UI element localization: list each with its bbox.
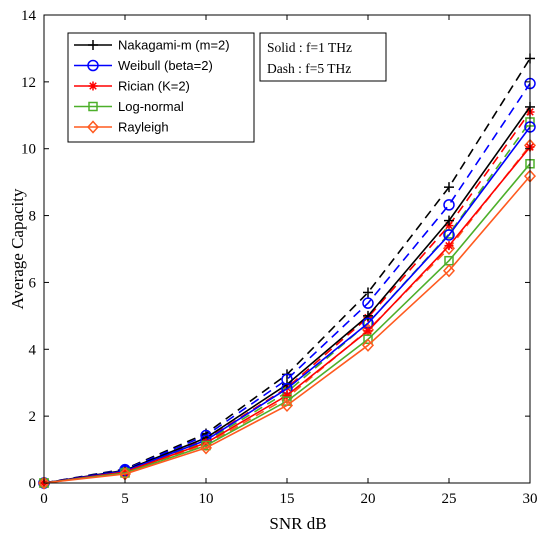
legend: Nakagami-m (m=2) Weibull (beta=2) Rician (… [67,32,255,143]
legend-entry-rician-k-2: Rician (K=2) [74,79,190,94]
marker-rayleigh-solid-4 [361,338,375,352]
marker-weibull-beta-2-dash-5 [443,199,455,211]
legend-marker-rayleigh [86,120,100,134]
x-tick-label-15: 15 [280,491,295,507]
marker-rayleigh-dash-5 [442,241,456,255]
marker-rayleigh-solid-0 [37,476,51,490]
x-axis-title: SNR dB [269,514,326,533]
note-line-1: Solid : f=1 THz [267,40,352,55]
x-tick-label-20: 20 [361,491,376,507]
legend-marker-rician-k-2 [88,81,98,91]
legend-label-nakagami-m-m-2: Nakagami-m (m=2) [118,38,230,53]
y-tick-label-8: 8 [29,209,37,225]
legend-marker-weibull-beta-2 [87,59,99,72]
marker-rayleigh-solid-5 [442,264,456,278]
y-tick-label-14: 14 [21,8,37,24]
x-tick-label-0: 0 [40,491,48,507]
x-tick-label-30: 30 [523,491,538,507]
note-box-frame [259,32,387,82]
legend-entry-nakagami-m-m-2: Nakagami-m (m=2) [74,38,230,53]
axes-layer: 0 5 10 15 20 25 30 0 2 4 6 8 10 12 14 [21,8,538,507]
legend-label-weibull-beta-2: Weibull (beta=2) [118,58,213,73]
y-tick-label-12: 12 [21,75,36,91]
legend-label-log-normal: Log-normal [118,99,184,114]
y-tick-label-2: 2 [29,409,37,425]
x-tick-label-5: 5 [121,491,129,507]
marker-rayleigh-solid-2 [199,441,213,455]
marker-weibull-beta-2-dash-4 [362,297,374,309]
legend-label-rayleigh: Rayleigh [118,120,169,135]
marker-rician-k-2-solid-5 [444,241,454,251]
marker-rician-k-2-solid-3 [282,390,292,400]
series-layer [37,53,537,490]
legend-entry-rayleigh: Rayleigh [74,120,169,135]
legend-marker-log-normal [88,101,98,112]
marker-log-normal-solid-4 [363,334,373,345]
marker-weibull-beta-2-solid-5 [443,229,455,241]
line-rayleigh-solid [43,175,531,484]
marker-rician-k-2-solid-1 [120,467,130,477]
series-rician-k-2-solid [39,142,535,488]
legend-label-rician-k-2: Rician (K=2) [118,79,190,94]
y-tick-label-10: 10 [21,142,36,158]
legend-box [67,32,255,143]
marker-rayleigh-solid-3 [280,398,294,413]
legend-entry-weibull-beta-2: Weibull (beta=2) [74,58,213,73]
marker-rician-k-2-solid-4 [363,326,373,336]
frequency-note: Solid : f=1 THz Dash : f=5 THz [259,32,387,82]
x-tick-label-25: 25 [442,491,457,507]
x-tick-label-10: 10 [199,491,214,507]
line-log-normal-solid [43,163,531,484]
y-tick-label-0: 0 [29,476,37,492]
y-tick-label-4: 4 [29,342,37,358]
legend-entry-log-normal: Log-normal [74,99,184,114]
y-tick-label-6: 6 [29,275,37,291]
marker-rician-k-2-dash-5 [444,221,454,231]
note-line-2: Dash : f=5 THz [267,61,351,76]
y-axis-title: Average Capacity [8,188,27,309]
